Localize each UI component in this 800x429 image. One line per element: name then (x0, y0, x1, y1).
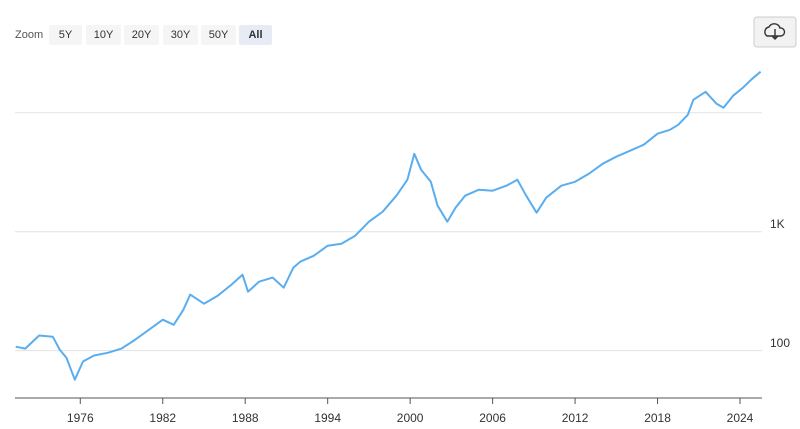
x-tick-label: 1976 (67, 411, 94, 425)
zoom-button-label[interactable]: All (248, 29, 262, 41)
y-tick-label: 100 (770, 336, 790, 350)
zoom-button-label[interactable]: 50Y (209, 29, 229, 41)
zoom-button-label[interactable]: 30Y (171, 29, 191, 41)
zoom-button[interactable] (163, 25, 198, 45)
zoom-button[interactable] (86, 25, 121, 45)
zoom-button[interactable] (239, 25, 272, 45)
x-tick-label: 1994 (314, 411, 341, 425)
x-tick-label: 2006 (479, 411, 506, 425)
line-series (15, 70, 762, 381)
x-tick-label: 2024 (727, 411, 754, 425)
zoom-button-label[interactable]: 20Y (132, 29, 152, 41)
zoom-label: Zoom (15, 29, 43, 41)
x-tick-label: 1988 (232, 411, 259, 425)
zoom-button[interactable] (124, 25, 159, 45)
x-tick-label: 2018 (644, 411, 671, 425)
x-tick-label: 2000 (397, 411, 424, 425)
zoom-button-label[interactable]: 10Y (94, 29, 114, 41)
download-button[interactable] (753, 16, 797, 48)
x-tick-label: 1982 (149, 411, 176, 425)
zoom-button[interactable] (49, 25, 82, 45)
zoom-button-label[interactable]: 5Y (59, 29, 73, 41)
y-tick-label: 1K (770, 217, 785, 231)
zoom-button[interactable] (201, 25, 236, 45)
x-tick-label: 2012 (562, 411, 589, 425)
